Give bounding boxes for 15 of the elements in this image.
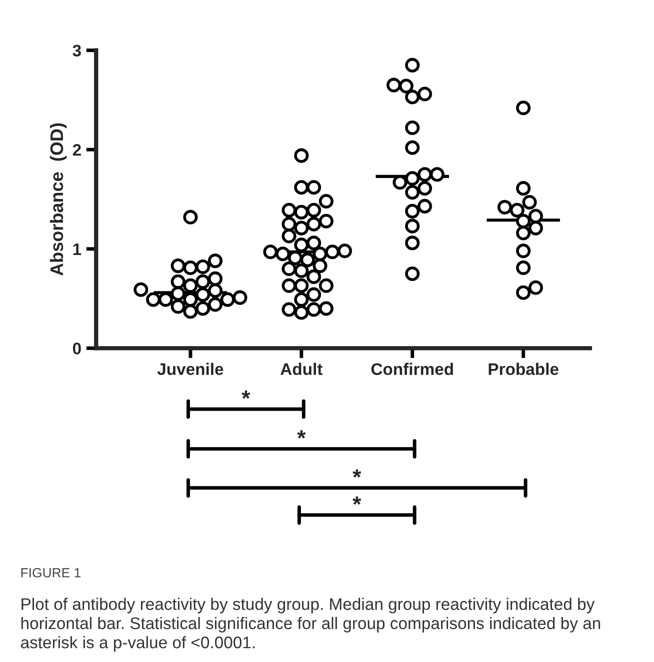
x-tick-label: Confirmed [371, 362, 453, 376]
x-tick-label: Adult [280, 362, 322, 376]
text: * [242, 390, 250, 399]
y-tick-label: 3 [72, 44, 81, 57]
y-tick-label: 1 [73, 243, 82, 255]
text: * [297, 430, 306, 439]
text: Plot of antibody reactivity by study group. Median group reactivity indicated by horizontal bar. Statistical significance for all group comparisons indicated by an asterisk is a p-value of <0.0001. [20, 598, 600, 652]
text: * [352, 496, 362, 505]
x-tick-label: Probable [488, 362, 558, 376]
y-tick-label: 2 [72, 144, 81, 156]
x-tick-label: Juvenile [157, 362, 224, 376]
caption: FIGURE 1 [21, 568, 80, 578]
text: * [352, 469, 362, 478]
y-tick-label: 0 [72, 342, 81, 354]
y-axis-title: Absorbance (OD) [50, 123, 67, 276]
